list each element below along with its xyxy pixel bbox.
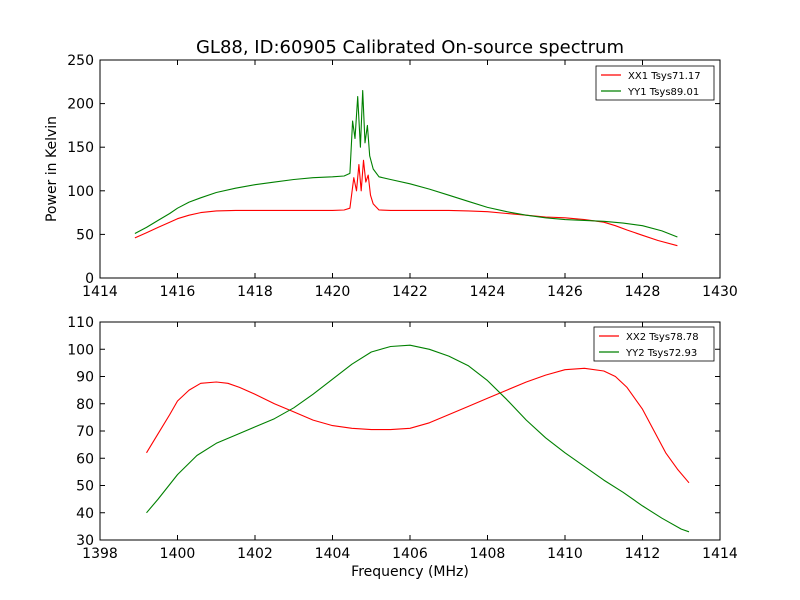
x-tick-label: 1420 [315,284,351,300]
series-line-1-0 [146,367,690,484]
x-tick-label: 1418 [237,284,273,300]
y-tick-label: 60 [76,451,94,467]
y-tick-label: 100 [67,342,94,358]
x-tick-label: 1416 [160,284,196,300]
x-tick-label: 1410 [547,546,583,562]
legend-label: XX1 Tsys71.17 [628,71,701,82]
y-tick-label: 80 [76,397,94,413]
x-tick-label: 1414 [82,284,118,300]
x-axis-label: Frequency (MHz) [351,564,469,580]
x-tick-label: 1412 [625,546,661,562]
x-tick-label: 1422 [392,284,428,300]
y-tick-label: 0 [85,271,94,287]
x-tick-label: 1426 [547,284,583,300]
y-tick-label: 40 [76,506,94,522]
y-tick-label: 200 [67,97,94,113]
y-tick-label: 110 [67,315,94,331]
x-tick-label: 1404 [315,546,351,562]
figure-title: GL88, ID:60905 Calibrated On-source spec… [196,37,624,58]
x-tick-label: 1414 [702,546,738,562]
legend: XX2 Tsys78.78 YY2 Tsys72.93 [593,326,715,362]
y-tick-label: 50 [76,227,94,243]
x-tick-label: 1424 [470,284,506,300]
legend-box [593,326,715,362]
x-tick-label: 1398 [82,546,118,562]
series-line-0-0 [134,159,678,247]
y-tick-label: 30 [76,533,94,549]
x-tick-label: 1408 [470,546,506,562]
y-tick-label: 150 [67,140,94,156]
x-tick-label: 1402 [237,546,273,562]
legend-box [595,65,715,101]
x-tick-label: 1406 [392,546,428,562]
x-tick-label: 1400 [160,546,196,562]
legend-label: YY2 Tsys72.93 [625,348,697,359]
x-tick-label: 1428 [625,284,661,300]
bottom-panel: 1398 1400 1402 1404 1406 1408 1410 1412 1414 30 40… [67,315,738,580]
y-tick-label: 100 [67,184,94,200]
y-tick-label: 70 [76,424,94,440]
x-tick-label: 1430 [702,284,738,300]
legend-label: YY1 Tsys89.01 [627,87,699,98]
y-tick-label: 50 [76,479,94,495]
series-line-1-1 [146,344,690,533]
y-axis-label: Power in Kelvin [44,116,60,222]
y-tick-label: 250 [67,53,94,69]
y-tick-label: 90 [76,370,94,386]
top-panel: 1414 1416 1418 1420 1422 1424 1426 1428 1430 0 50 1… [44,53,738,300]
legend: XX1 Tsys71.17 YY1 Tsys89.01 [595,65,715,101]
series-line-0-1 [134,89,678,238]
legend-label: XX2 Tsys78.78 [626,332,699,343]
